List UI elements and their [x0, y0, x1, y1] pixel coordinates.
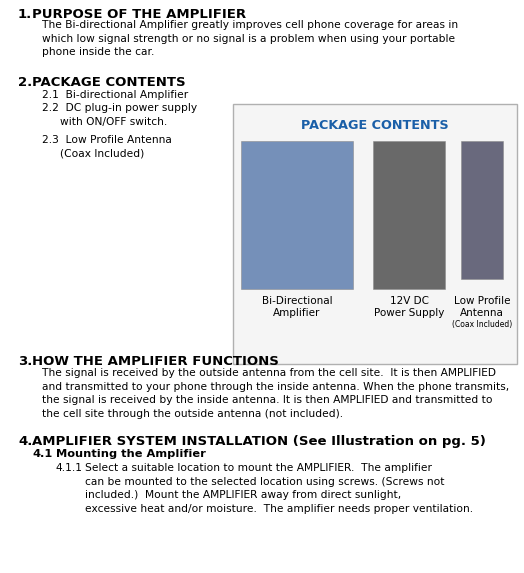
Text: with ON/OFF switch.: with ON/OFF switch.	[60, 117, 167, 127]
Text: 4.: 4.	[18, 435, 32, 448]
Text: 12V DC
Power Supply: 12V DC Power Supply	[374, 296, 444, 319]
Text: Mounting the Amplifier: Mounting the Amplifier	[56, 449, 206, 459]
FancyBboxPatch shape	[461, 141, 503, 279]
Text: PURPOSE OF THE AMPLIFIER: PURPOSE OF THE AMPLIFIER	[32, 8, 246, 21]
Text: (Coax Included): (Coax Included)	[60, 149, 144, 159]
Text: 4.1: 4.1	[32, 449, 52, 459]
Text: 2.: 2.	[18, 76, 32, 89]
Text: 4.1.1: 4.1.1	[56, 463, 83, 473]
Text: HOW THE AMPLIFIER FUNCTIONS: HOW THE AMPLIFIER FUNCTIONS	[32, 355, 279, 368]
Text: 3.: 3.	[18, 355, 32, 368]
Text: 2.1  Bi-directional Amplifier: 2.1 Bi-directional Amplifier	[42, 90, 188, 100]
Text: Bi-Directional
Amplifier: Bi-Directional Amplifier	[261, 296, 332, 319]
Text: Low Profile
Antenna: Low Profile Antenna	[454, 296, 510, 319]
Text: 2.2  DC plug-in power supply: 2.2 DC plug-in power supply	[42, 103, 197, 113]
Text: PACKAGE CONTENTS: PACKAGE CONTENTS	[301, 119, 449, 132]
FancyBboxPatch shape	[373, 141, 445, 289]
Text: The Bi-directional Amplifier greatly improves cell phone coverage for areas in
w: The Bi-directional Amplifier greatly imp…	[42, 20, 458, 57]
Text: PACKAGE CONTENTS: PACKAGE CONTENTS	[32, 76, 185, 89]
Text: 1.: 1.	[18, 8, 32, 21]
Text: (Coax Included): (Coax Included)	[452, 320, 512, 329]
FancyBboxPatch shape	[241, 141, 353, 289]
Text: Select a suitable location to mount the AMPLIFIER.  The amplifier
can be mounted: Select a suitable location to mount the …	[85, 463, 473, 514]
Text: The signal is received by the outside antenna from the cell site.  It is then AM: The signal is received by the outside an…	[42, 368, 509, 419]
Text: AMPLIFIER SYSTEM INSTALLATION (See Illustration on pg. 5): AMPLIFIER SYSTEM INSTALLATION (See Illus…	[32, 435, 486, 448]
Text: 2.3  Low Profile Antenna: 2.3 Low Profile Antenna	[42, 135, 172, 145]
FancyBboxPatch shape	[233, 104, 517, 364]
